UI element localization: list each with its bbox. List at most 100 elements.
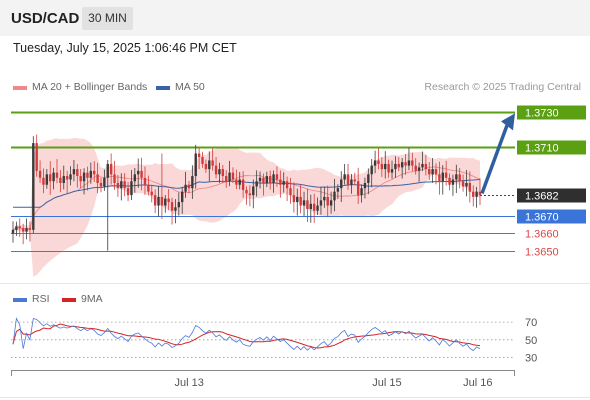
- candle-body: [241, 179, 245, 190]
- candle-body: [428, 169, 431, 175]
- candle-body: [72, 169, 76, 175]
- candle-body: [113, 174, 116, 183]
- candle-body: [177, 202, 181, 208]
- candle-body: [187, 184, 191, 189]
- candle-body: [390, 169, 394, 173]
- candle-body: [475, 191, 478, 197]
- candle-body: [285, 181, 289, 189]
- candle-body: [218, 169, 221, 175]
- candle-body: [109, 163, 113, 175]
- level-label-1.3682: 1.3682: [525, 191, 559, 203]
- candle-body: [15, 226, 18, 230]
- candle-body: [444, 172, 448, 178]
- candle-body: [103, 177, 106, 187]
- candle-body: [346, 174, 350, 185]
- candle-body: [417, 167, 421, 171]
- level-tag-1.3682: [517, 188, 586, 203]
- candle-body: [116, 183, 120, 189]
- forecast-arrow: [480, 124, 509, 195]
- candle-body: [224, 176, 228, 182]
- candle-body: [157, 196, 160, 206]
- candle-body: [201, 156, 204, 164]
- price-legend-label-1: MA 50: [175, 81, 205, 93]
- candle-body: [306, 200, 309, 210]
- candle-body: [397, 163, 400, 168]
- candle-body: [262, 177, 265, 183]
- candle-body: [79, 176, 82, 182]
- candle-body: [404, 162, 407, 166]
- candle-body: [252, 186, 255, 196]
- candle-body: [49, 174, 52, 182]
- candle-body: [431, 169, 434, 175]
- candle-body: [333, 191, 336, 201]
- candle-body: [329, 200, 333, 206]
- candle-body: [96, 174, 99, 183]
- candle-body: [309, 203, 312, 210]
- candle-body: [448, 177, 451, 185]
- candle-body: [42, 177, 45, 185]
- candle-body: [319, 200, 323, 206]
- candle-body: [59, 177, 62, 183]
- chart-header: USD/CAD 30 MIN: [0, 0, 590, 36]
- candle-body: [360, 188, 363, 196]
- candle-body: [312, 203, 316, 211]
- candle-body: [468, 183, 472, 192]
- candle-body: [400, 162, 404, 168]
- candle-body: [11, 229, 15, 234]
- candle-body: [35, 143, 38, 171]
- candle-body: [153, 195, 157, 206]
- candle-body: [231, 172, 235, 180]
- candle-body: [123, 181, 126, 189]
- chart-datetime: Tuesday, July 15, 2025 1:06:46 PM CET: [13, 41, 237, 55]
- candle-body: [133, 174, 137, 182]
- candle-body: [140, 170, 143, 178]
- timeframe-button[interactable]: 30 MIN: [82, 7, 133, 30]
- candle-body: [38, 170, 42, 178]
- candle-body: [438, 174, 441, 182]
- candle-body: [197, 153, 201, 157]
- candle-body: [69, 174, 72, 180]
- candle-body: [367, 174, 370, 183]
- candle-body: [235, 179, 238, 185]
- candle-body: [343, 174, 346, 180]
- candle-body: [126, 188, 130, 196]
- level-label-1.3660: 1.3660: [525, 229, 559, 241]
- candle-body: [350, 179, 353, 185]
- rsi-tick-70: 70: [525, 317, 537, 329]
- bollinger-band: [13, 137, 480, 277]
- candle-body: [414, 165, 417, 171]
- candle-body: [296, 196, 299, 203]
- candle-body: [150, 191, 153, 196]
- candle-body: [137, 170, 140, 175]
- level-label-1.3730: 1.3730: [525, 108, 559, 120]
- candle-body: [93, 170, 96, 175]
- candle-body: [106, 163, 109, 178]
- candle-body: [194, 153, 197, 177]
- level-label-1.3670: 1.3670: [525, 212, 559, 224]
- candle-body: [421, 163, 424, 168]
- candle-body: [302, 200, 306, 206]
- candle-body: [174, 207, 177, 211]
- candle-body: [21, 228, 25, 232]
- candle-body: [167, 198, 170, 203]
- candle-body: [255, 181, 258, 187]
- candle-body: [82, 172, 86, 182]
- candle-body: [214, 165, 218, 175]
- candle-body: [32, 143, 35, 230]
- candle-body: [373, 160, 377, 166]
- candle-body: [356, 181, 360, 196]
- candle-body: [221, 169, 225, 177]
- candle-body: [458, 174, 461, 182]
- candle-body: [18, 226, 21, 229]
- candle-body: [238, 179, 241, 185]
- rsi-legend-label-1: 9MA: [81, 293, 103, 305]
- candle-body: [248, 193, 252, 196]
- rsi-legend-label-0: RSI: [32, 293, 50, 305]
- candle-body: [363, 183, 367, 189]
- price-legend-swatch-0: [13, 86, 27, 90]
- candle-body: [160, 196, 164, 206]
- candle-body: [211, 160, 214, 166]
- candle-body: [465, 183, 468, 187]
- candle-body: [28, 228, 32, 230]
